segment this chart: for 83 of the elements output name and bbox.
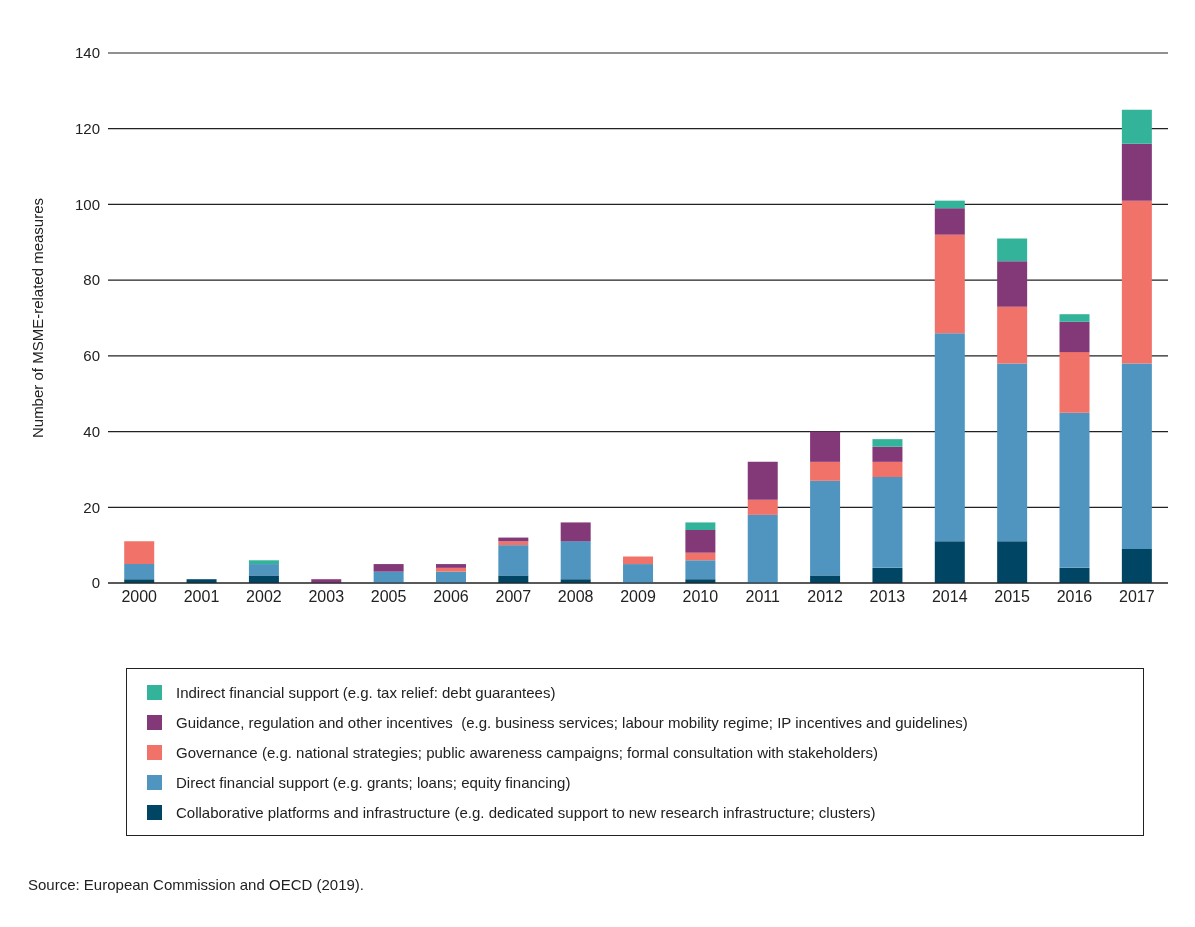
- bar: [997, 238, 1028, 262]
- x-tick-label: 2011: [745, 588, 781, 606]
- y-tick-label: 0: [91, 574, 100, 592]
- bar: [498, 545, 529, 576]
- bar: [872, 567, 903, 583]
- x-tick-label: 2002: [246, 588, 282, 606]
- legend-label: Direct financial support (e.g. grants; loans; equity financing): [176, 773, 571, 791]
- legend-label: Indirect financial support (e.g. tax relief: debt guarantees): [176, 683, 556, 701]
- x-tick-label: 2001: [183, 588, 220, 606]
- bar: [934, 208, 965, 235]
- bar: [1059, 314, 1090, 322]
- bar: [560, 522, 591, 542]
- bar: [1059, 412, 1090, 568]
- x-tick-label: 2005: [370, 588, 407, 606]
- bar: [997, 261, 1028, 307]
- legend-label: Governance (e.g. national strategies; public awareness campaigns; formal consultation with stakeholders): [176, 743, 879, 761]
- bar: [1059, 567, 1090, 583]
- x-tick-label: 2017: [1119, 588, 1155, 606]
- bar: [498, 541, 529, 546]
- bar: [373, 564, 404, 572]
- y-axis-title: Number of MSME-related measures: [29, 197, 47, 439]
- bar: [623, 556, 654, 565]
- bar: [872, 477, 903, 568]
- bar: [934, 333, 965, 542]
- x-tick-label: 2009: [620, 588, 656, 606]
- bar: [934, 234, 965, 334]
- bar: [248, 560, 279, 565]
- bar: [498, 575, 529, 583]
- bar: [747, 461, 778, 500]
- bar: [747, 499, 778, 515]
- bar: [1059, 352, 1090, 413]
- bar: [435, 567, 466, 572]
- bar: [997, 306, 1028, 364]
- legend-label: Collaborative platforms and infrastructure (e.g. dedicated support to new research infrastructure; clusters): [176, 803, 876, 821]
- bar: [997, 363, 1028, 542]
- bar: [810, 480, 841, 576]
- bar: [934, 541, 965, 583]
- y-tick-label: 20: [83, 498, 100, 516]
- bar: [810, 575, 841, 583]
- y-tick-label: 80: [83, 271, 100, 289]
- y-tick-label: 60: [83, 347, 100, 365]
- bar: [248, 564, 279, 576]
- source-note: Source: European Commission and OECD (2019).: [28, 876, 365, 893]
- bar: [934, 200, 965, 209]
- bar: [1121, 363, 1152, 549]
- y-tick-label: 40: [83, 422, 100, 440]
- y-tick-label: 100: [74, 195, 100, 213]
- y-tick-label: 140: [74, 44, 100, 62]
- x-tick-label: 2008: [557, 588, 594, 606]
- bar: [997, 541, 1028, 583]
- x-tick-label: 2010: [682, 588, 719, 606]
- bar: [560, 541, 591, 580]
- x-tick-label: 2006: [433, 588, 469, 606]
- bar: [872, 439, 903, 447]
- bar: [810, 431, 841, 462]
- bar: [872, 446, 903, 462]
- legend-label: Guidance, regulation and other incentives (e.g. business services; labour mobility regime; IP incentives and guidelines): [176, 713, 968, 731]
- bar: [1121, 143, 1152, 201]
- bar: [685, 560, 716, 580]
- bar: [623, 564, 654, 583]
- x-tick-label: 2007: [495, 588, 532, 606]
- bar: [810, 461, 841, 481]
- y-tick-label: 120: [74, 120, 100, 138]
- bar: [1121, 548, 1152, 583]
- bar: [747, 514, 778, 583]
- bar: [1059, 321, 1090, 353]
- bar: [1121, 109, 1152, 144]
- bar: [124, 541, 155, 565]
- x-tick-label: 2000: [121, 588, 158, 606]
- bar: [685, 552, 716, 561]
- x-tick-label: 2015: [994, 588, 1031, 606]
- x-tick-label: 2013: [869, 588, 906, 606]
- bar: [124, 564, 155, 580]
- x-tick-label: 2012: [807, 588, 843, 606]
- x-tick-label: 2016: [1056, 588, 1093, 606]
- bar: [435, 564, 466, 568]
- x-tick-label: 2014: [931, 588, 968, 606]
- bar: [685, 530, 716, 553]
- bar: [872, 461, 903, 477]
- bar: [248, 575, 279, 583]
- bar: [1121, 200, 1152, 364]
- bar: [685, 522, 716, 530]
- x-tick-label: 2003: [308, 588, 345, 606]
